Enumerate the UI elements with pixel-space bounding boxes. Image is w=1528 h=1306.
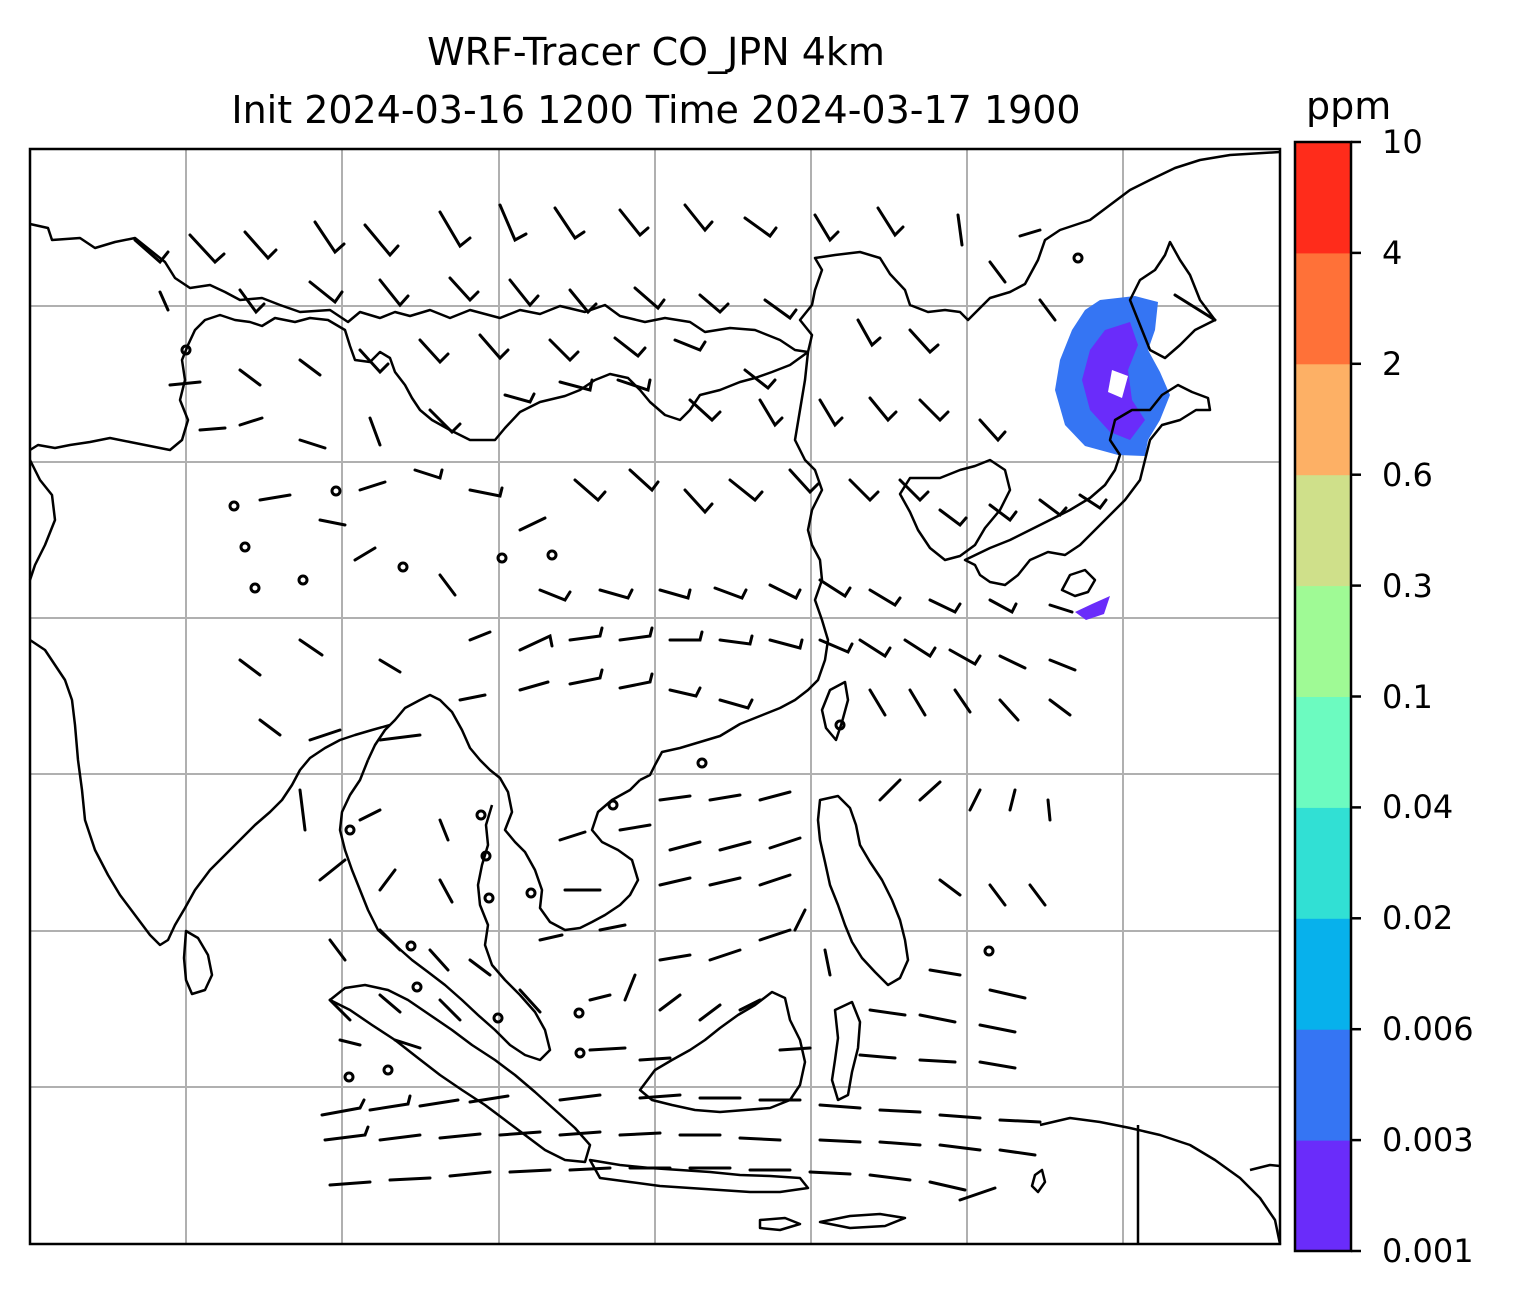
map-frame xyxy=(28,147,1282,1246)
colorbar-segment xyxy=(1295,1029,1351,1141)
colorbar-tick-label: 0.3 xyxy=(1382,566,1433,605)
coastlines xyxy=(28,150,1282,1245)
colorbar-tick-label: 0.02 xyxy=(1382,899,1454,938)
colorbar-tick-label: 0.006 xyxy=(1382,1010,1474,1049)
colorbar-tick-label: 10 xyxy=(1382,123,1423,161)
wind-barbs xyxy=(133,203,1217,1202)
calm-wind-markers xyxy=(180,252,1084,1083)
colorbar xyxy=(1295,140,1361,1253)
colorbar-tick-label: 2 xyxy=(1382,344,1403,383)
colorbar-segment xyxy=(1295,474,1351,587)
colorbar-segment xyxy=(1295,252,1351,365)
colorbar-tick-label: 0.1 xyxy=(1382,677,1433,716)
colorbar-segment xyxy=(1295,918,1351,1030)
colorbar-segment xyxy=(1295,1140,1351,1252)
colorbar-segment xyxy=(1295,142,1351,254)
colorbar-segment xyxy=(1295,807,1351,919)
colorbar-unit-label: ppm xyxy=(1306,84,1392,128)
chart-title-line2: Init 2024-03-16 1200 Time 2024-03-17 190… xyxy=(231,88,1081,132)
colorbar-frame xyxy=(1293,140,1353,1253)
colorbar-tick-label: 0.003 xyxy=(1382,1121,1474,1160)
colorbar-tick-label: 0.04 xyxy=(1382,788,1454,827)
colorbar-tick-label: 0.001 xyxy=(1382,1232,1474,1270)
chart-title-line1: WRF-Tracer CO_JPN 4km xyxy=(427,30,885,74)
colorbar-tick-label: 4 xyxy=(1382,233,1403,272)
colorbar-segment xyxy=(1295,363,1351,476)
tracer-plume xyxy=(1055,296,1170,620)
colorbar-segment xyxy=(1295,696,1351,808)
colorbar-tick-label: 0.6 xyxy=(1382,455,1433,494)
colorbar-segment xyxy=(1295,585,1351,697)
